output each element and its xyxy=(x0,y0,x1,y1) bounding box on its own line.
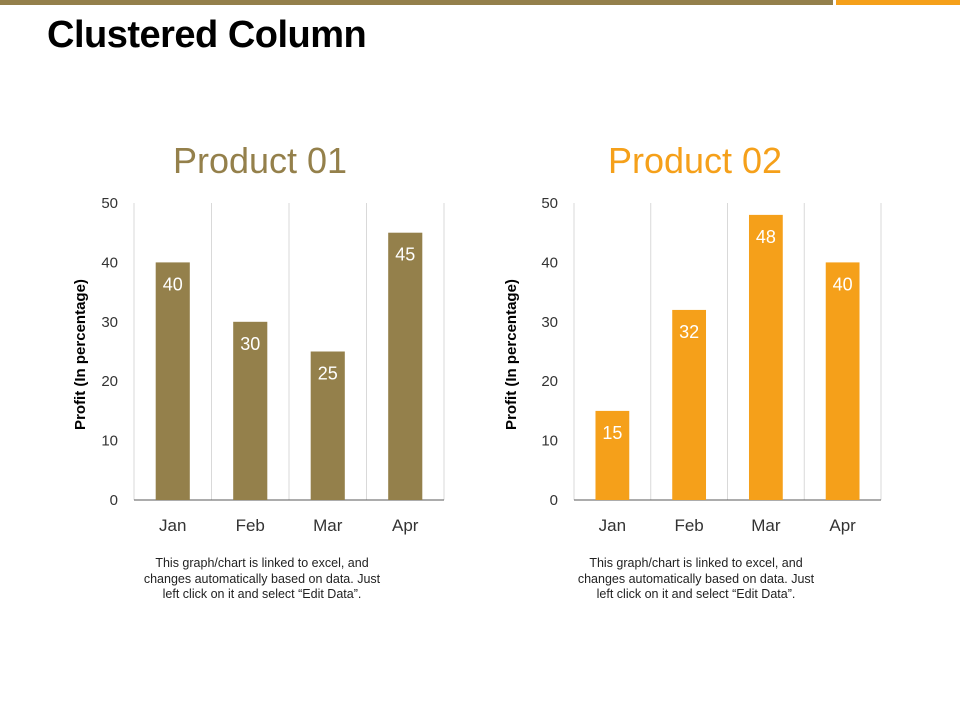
chart-2-bar-feb xyxy=(672,309,707,500)
top-accent-bar-orange xyxy=(836,0,960,5)
chart-caption-product-02: This graph/chart is linked to excel, and… xyxy=(577,556,815,601)
chart-2-bar-jan xyxy=(595,410,630,500)
chart-1-bar-jan xyxy=(155,262,190,500)
chart-2-data-label: 48 xyxy=(756,227,776,247)
chart-2-y-axis-label: Profit (In percentage) xyxy=(503,279,520,430)
chart-1-category-label: Apr xyxy=(392,516,419,535)
chart-2-category-label: Apr xyxy=(829,516,856,535)
chart-caption-product-01: This graph/chart is linked to excel, and… xyxy=(143,556,381,601)
chart-1-y-axis-label: Profit (In percentage) xyxy=(72,279,89,430)
page-title: Clustered Column xyxy=(47,14,367,56)
chart-2-y-tick-label: 40 xyxy=(541,254,558,271)
chart-1-y-tick-label: 30 xyxy=(101,314,118,331)
chart-1-y-tick-label: 10 xyxy=(101,433,118,450)
chart-1-data-label: 45 xyxy=(395,245,415,265)
chart-2-category-label: Jan xyxy=(599,516,626,535)
chart-1-category-label: Jan xyxy=(159,516,186,535)
chart-1-bar-mar xyxy=(310,351,345,500)
chart-2-category-label: Mar xyxy=(751,516,781,535)
chart-2-y-tick-label: 20 xyxy=(541,373,558,390)
chart-2-y-tick-label: 30 xyxy=(541,314,558,331)
chart-2-bar-mar xyxy=(748,214,783,500)
chart-2-category-label: Feb xyxy=(674,516,703,535)
chart-1-data-label: 25 xyxy=(318,364,338,384)
chart-1-bar-feb xyxy=(233,321,268,500)
chart-1-bar-apr xyxy=(388,232,423,500)
chart-2-data-label: 32 xyxy=(679,322,699,342)
chart-1-y-tick-label: 0 xyxy=(110,492,118,509)
chart-1-data-label: 30 xyxy=(240,334,260,354)
chart-1-data-label: 40 xyxy=(163,274,183,294)
chart-2-y-tick-label: 10 xyxy=(541,433,558,450)
chart-1-title: Product 01 xyxy=(173,140,347,181)
chart-2-y-tick-label: 0 xyxy=(550,492,558,509)
chart-2-title: Product 02 xyxy=(608,140,782,181)
chart-1-category-label: Mar xyxy=(313,516,343,535)
chart-2-bar-apr xyxy=(825,262,860,500)
chart-1-y-tick-label: 50 xyxy=(101,195,118,212)
chart-1-y-tick-label: 20 xyxy=(101,373,118,390)
chart-2-y-tick-label: 50 xyxy=(541,195,558,212)
chart-1-category-label: Feb xyxy=(236,516,265,535)
chart-1-y-tick-label: 40 xyxy=(101,254,118,271)
chart-2-data-label: 40 xyxy=(833,274,853,294)
chart-2-data-label: 15 xyxy=(602,423,622,443)
top-accent-bar xyxy=(0,0,833,5)
